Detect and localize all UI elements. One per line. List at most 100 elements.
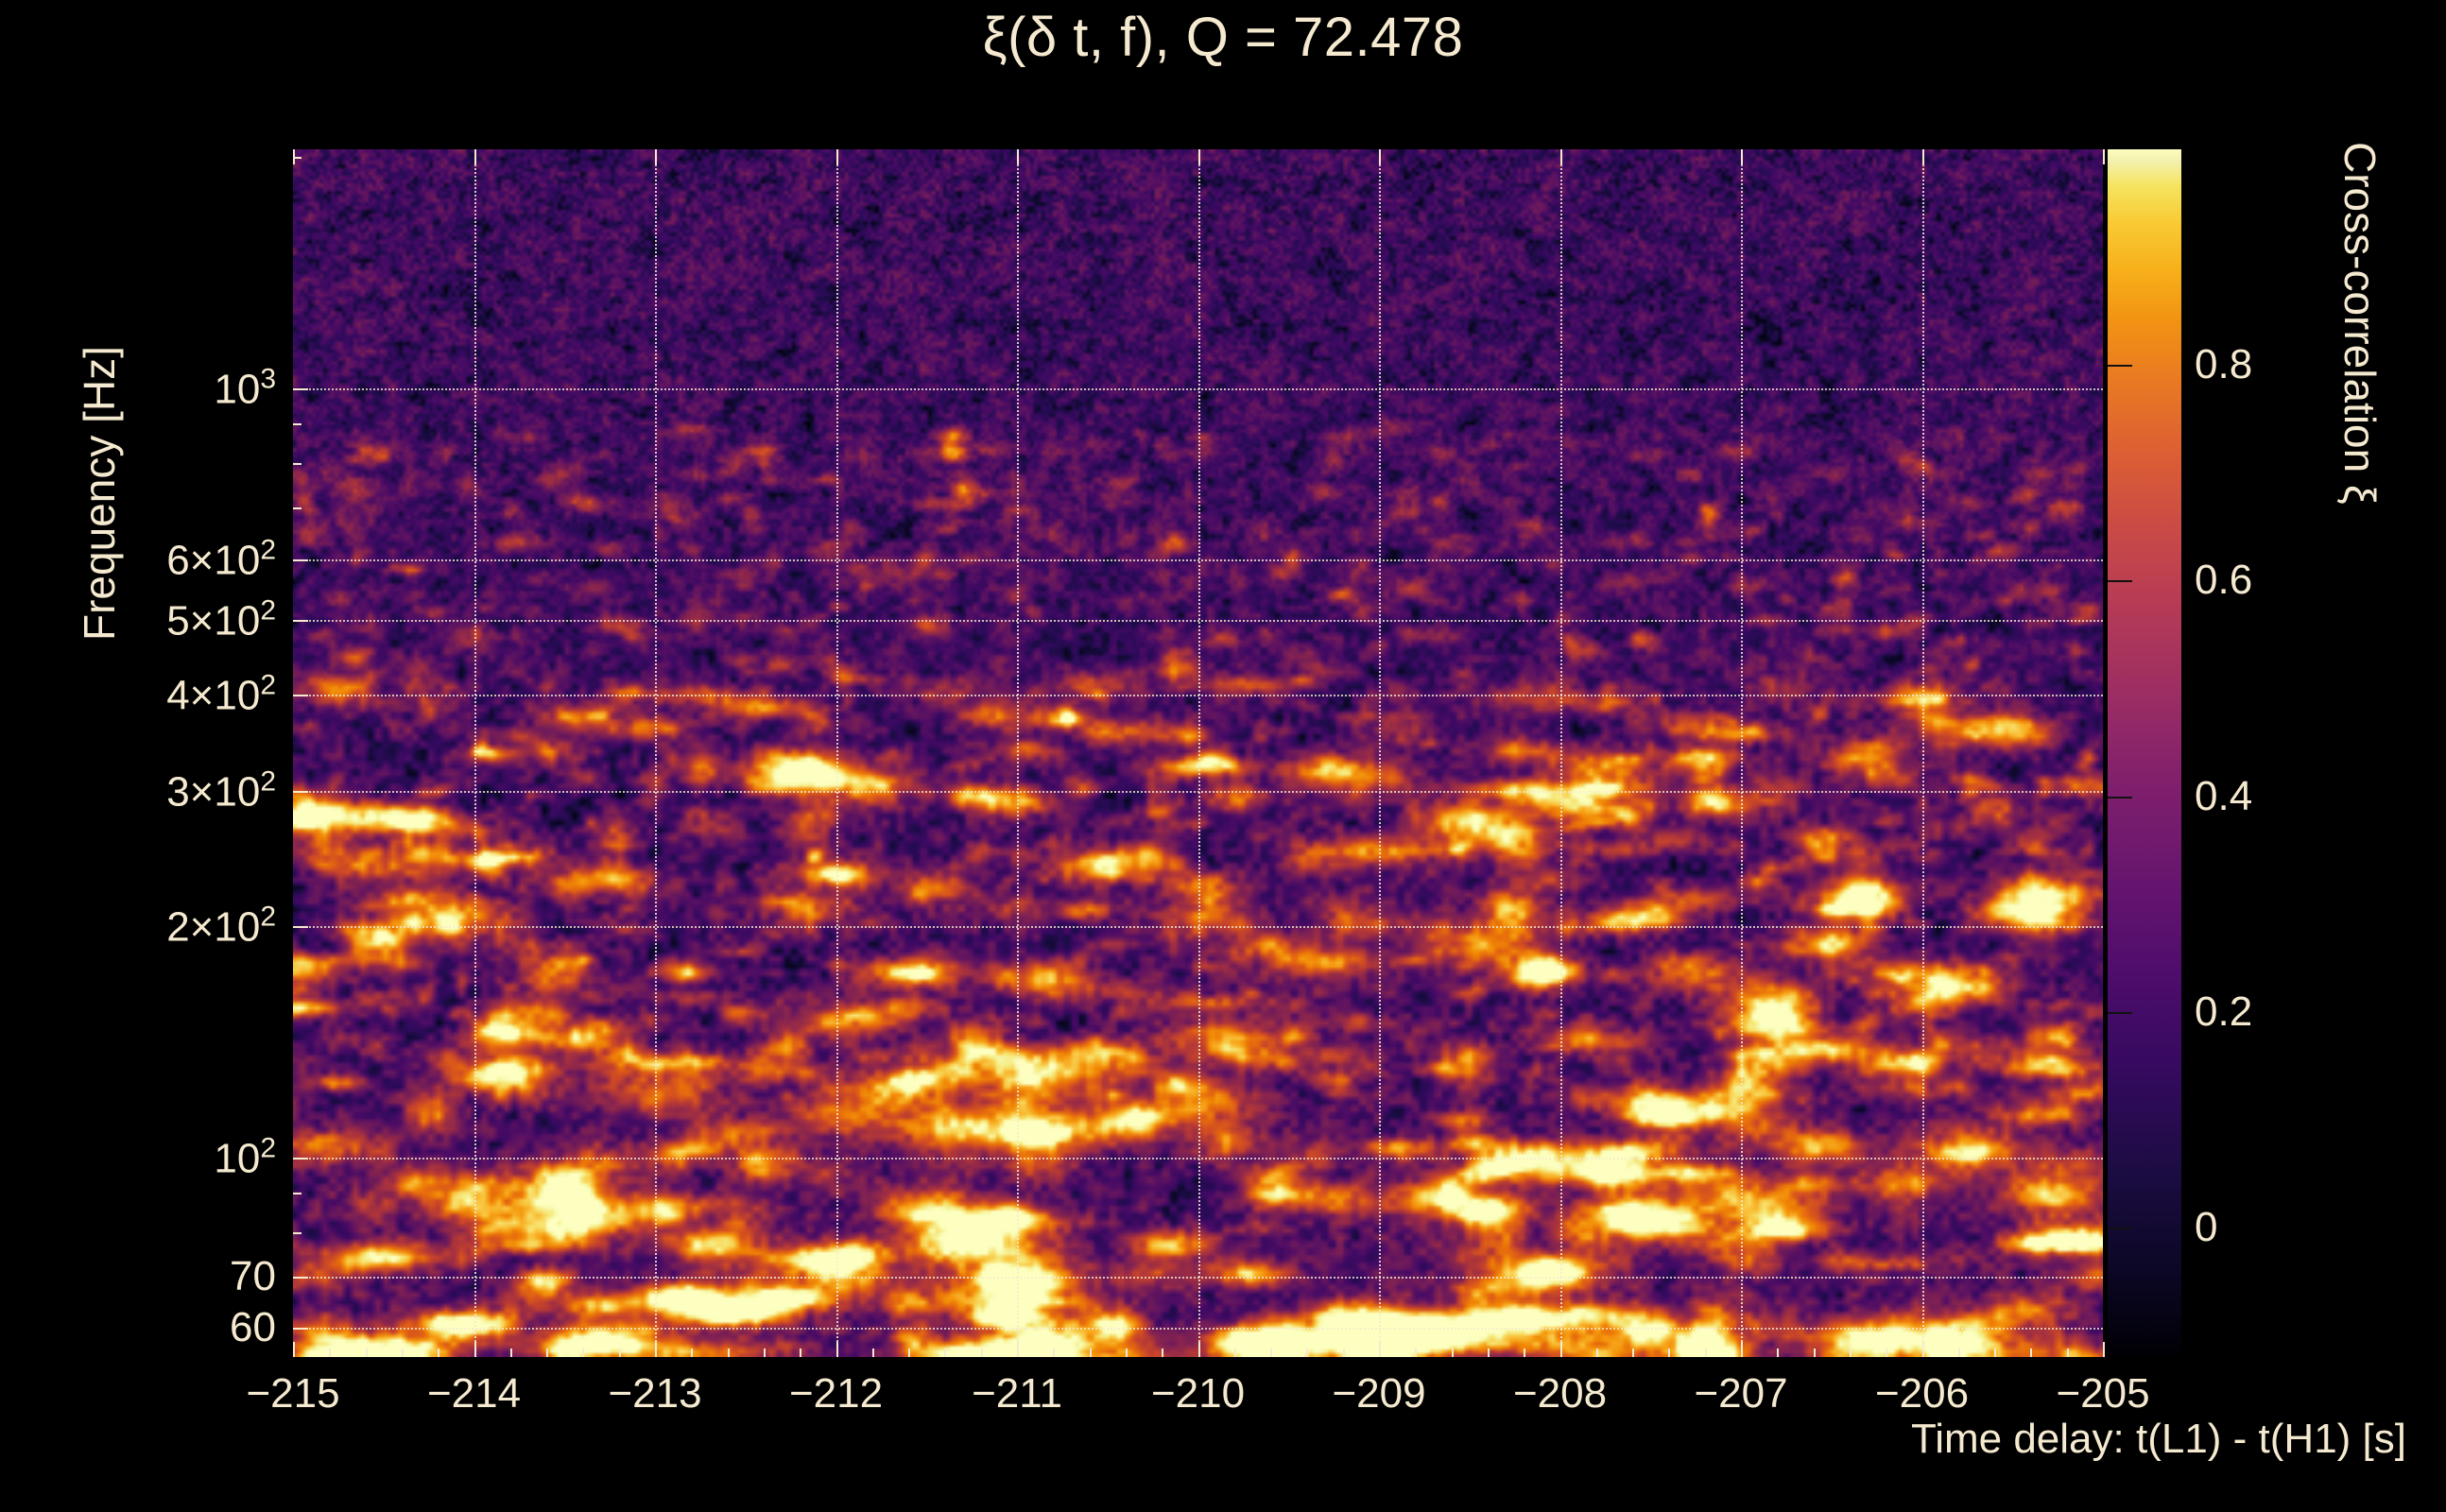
x-minor-tick: [618, 1349, 621, 1357]
x-tick-label: −209: [1332, 1370, 1426, 1417]
x-minor-tick: [1957, 1349, 1960, 1357]
colorbar[interactable]: [2108, 149, 2181, 1357]
x-tick-label: −211: [972, 1370, 1062, 1417]
x-tick-label: −207: [1694, 1370, 1788, 1417]
x-tick-mark-top: [293, 149, 295, 164]
y-minor-tick: [293, 463, 301, 466]
x-tick-mark-top: [474, 149, 476, 164]
colorbar-tick-mark: [2108, 1011, 2132, 1014]
x-minor-tick: [908, 1349, 911, 1357]
colorbar-tick-label: 0.6: [2195, 557, 2253, 604]
x-minor-tick: [1487, 1349, 1490, 1357]
colorbar-tick-label: 0.8: [2195, 341, 2253, 388]
y-minor-tick: [293, 790, 301, 793]
x-minor-tick: [438, 1349, 440, 1357]
x-minor-tick: [1451, 1349, 1454, 1357]
x-minor-tick: [1089, 1349, 1092, 1357]
x-minor-tick: [1668, 1349, 1671, 1357]
x-tick-mark-top: [1379, 149, 1381, 164]
colorbar-tick-mark: [2108, 580, 2132, 583]
x-tick-mark-top: [1921, 149, 1924, 164]
y-tick-label: 3×102: [166, 765, 276, 815]
x-tick-mark-top: [1197, 149, 1200, 164]
x-minor-tick: [329, 1349, 332, 1357]
colorbar-tick-mark: [2108, 1228, 2132, 1230]
x-tick-mark-top: [655, 149, 657, 164]
x-tick-mark: [2103, 1342, 2105, 1357]
y-axis-title: Frequency [Hz]: [75, 346, 124, 641]
x-tick-label: −213: [608, 1370, 702, 1417]
x-tick-label: −214: [426, 1370, 522, 1417]
x-tick-mark: [1197, 1342, 1200, 1357]
x-minor-tick: [1994, 1349, 1997, 1357]
x-minor-tick: [1595, 1349, 1598, 1357]
x-tick-mark-top: [835, 149, 838, 164]
y-minor-tick: [293, 157, 301, 160]
y-minor-tick: [293, 507, 301, 510]
colorbar-tick-mark: [2108, 365, 2132, 368]
colorbar-tick-label: 0: [2195, 1204, 2218, 1251]
y-minor-tick: [293, 423, 301, 426]
x-minor-tick: [1849, 1349, 1852, 1357]
y-tick-label: 2×102: [166, 901, 276, 951]
colorbar-tick-label: 0.2: [2195, 988, 2253, 1035]
x-tick-mark: [1921, 1342, 1924, 1357]
x-minor-tick: [1162, 1349, 1164, 1357]
x-minor-tick: [1306, 1349, 1309, 1357]
x-minor-tick: [1632, 1349, 1635, 1357]
heatmap-plot-area[interactable]: [293, 149, 2103, 1357]
y-minor-tick: [293, 1328, 301, 1331]
colorbar-title: Cross-correlation ξ: [2335, 142, 2385, 505]
x-minor-tick: [1704, 1349, 1707, 1357]
x-minor-tick: [1233, 1349, 1236, 1357]
x-minor-tick: [1053, 1349, 1056, 1357]
x-minor-tick: [2066, 1349, 2069, 1357]
x-minor-tick: [401, 1349, 404, 1357]
y-tick-label: 60: [230, 1304, 276, 1351]
x-tick-mark: [1379, 1342, 1381, 1357]
x-minor-tick: [1524, 1349, 1526, 1357]
x-minor-tick: [871, 1349, 874, 1357]
y-minor-tick: [293, 388, 301, 391]
x-tick-label: −205: [2056, 1370, 2150, 1417]
x-tick-mark: [655, 1342, 657, 1357]
x-minor-tick: [2030, 1349, 2033, 1357]
x-tick-mark-top: [2103, 149, 2105, 164]
x-minor-tick: [1415, 1349, 1418, 1357]
x-minor-tick: [1813, 1349, 1816, 1357]
x-minor-tick: [980, 1349, 983, 1357]
x-minor-tick: [944, 1349, 947, 1357]
x-minor-tick: [727, 1349, 730, 1357]
y-minor-tick: [293, 1276, 301, 1279]
y-tick-label: 103: [214, 363, 276, 413]
x-tick-mark: [1741, 1342, 1743, 1357]
heatmap-image: [293, 149, 2103, 1357]
y-tick-label: 4×102: [166, 669, 276, 719]
colorbar-tick-label: 0.4: [2195, 772, 2253, 819]
x-tick-mark-top: [1017, 149, 1019, 164]
x-tick-mark-top: [1741, 149, 1743, 164]
x-tick-mark: [293, 1342, 295, 1357]
y-minor-tick: [293, 1193, 301, 1194]
y-minor-tick: [293, 1231, 301, 1234]
x-minor-tick: [509, 1349, 512, 1357]
colorbar-tick-mark: [2108, 796, 2132, 799]
y-minor-tick: [293, 558, 301, 561]
x-tick-label: −212: [788, 1370, 884, 1417]
x-tick-mark: [474, 1342, 476, 1357]
x-minor-tick: [691, 1349, 694, 1357]
x-tick-label: −210: [1150, 1370, 1246, 1417]
x-axis-title: Time delay: t(L1) - t(H1) [s]: [1910, 1416, 2406, 1462]
chart-title: ξ(δ t, f), Q = 72.478: [982, 7, 1464, 68]
y-tick-label: 5×102: [166, 594, 276, 644]
y-minor-tick: [293, 694, 301, 696]
x-tick-mark: [1017, 1342, 1019, 1357]
x-minor-tick: [1125, 1349, 1128, 1357]
x-minor-tick: [1342, 1349, 1345, 1357]
x-minor-tick: [763, 1349, 766, 1357]
y-tick-label: 102: [214, 1132, 276, 1182]
x-tick-mark-top: [1559, 149, 1562, 164]
x-minor-tick: [1777, 1349, 1780, 1357]
y-minor-tick: [293, 1157, 301, 1160]
